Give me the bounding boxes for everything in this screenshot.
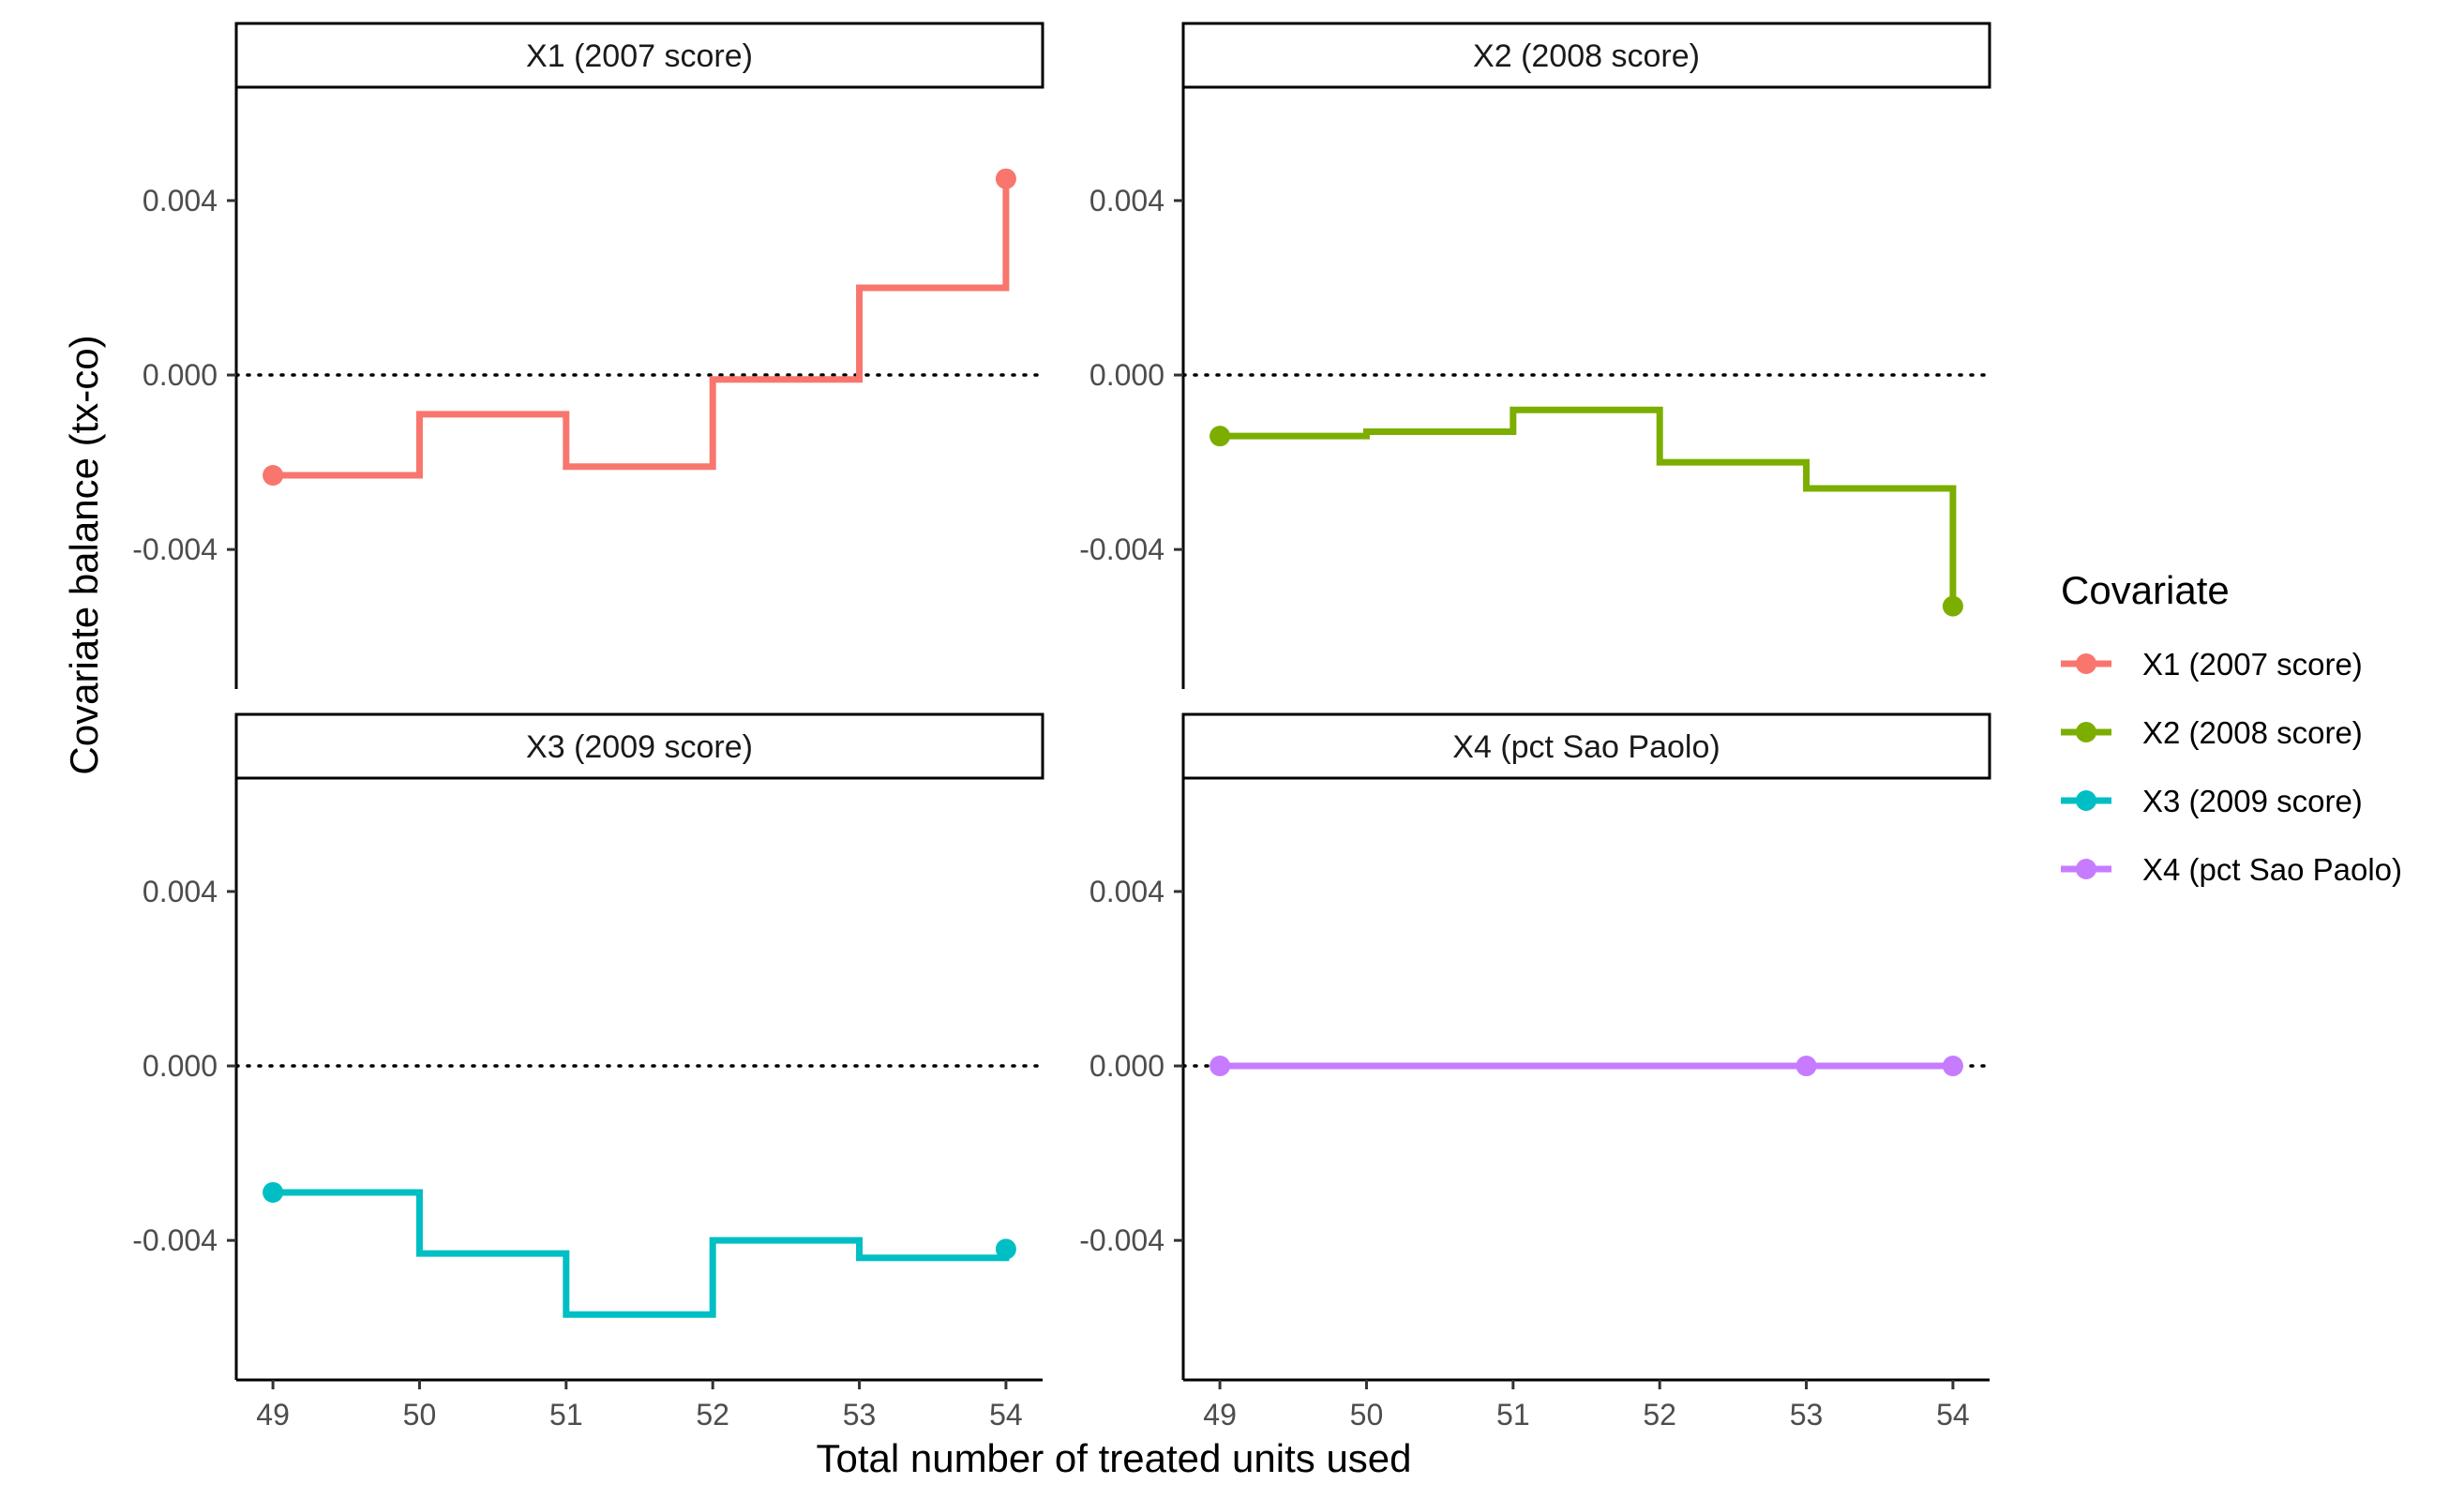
y-tick-label: 0.000 (1089, 358, 1164, 392)
data-point-x2-54 (1942, 595, 1963, 617)
y-tick-label: 0.004 (1089, 184, 1164, 217)
x-tick-label: 51 (549, 1398, 583, 1432)
y-tick-label: -0.004 (1079, 1223, 1164, 1257)
strip-box-x1 (234, 22, 1044, 89)
data-point-x4-49 (1209, 1056, 1231, 1077)
strip-label-x3: X3 (2009 score) (526, 729, 753, 765)
y-tick-label: 0.004 (143, 184, 218, 217)
facet-panel-x3: X3 (2009 score) 0.004 0.000 -0.004 49 50 51 52 5… (132, 712, 1044, 1432)
x-tick-label: 54 (1936, 1398, 1970, 1432)
y-tick-label: 0.000 (143, 1049, 218, 1083)
facet-panel-x2: X2 (2008 score) 0.004 0.000 -0.004 (1079, 22, 1991, 689)
data-point-x1-49 (263, 465, 284, 487)
strip-box-x4 (1181, 712, 1991, 780)
facet-panel-x1: X1 (2007 score) 0.004 0.000 -0.004 (132, 22, 1044, 689)
strip-box-x2 (1181, 22, 1991, 89)
x-tick-label: 49 (1203, 1398, 1237, 1432)
y-tick-label: 0.000 (143, 358, 218, 392)
x-tick-label: 49 (256, 1398, 290, 1432)
facet-panel-x4: X4 (pct Sao Paolo) 0.004 0.000 -0.004 49 50 51… (1079, 712, 1991, 1432)
data-point-x4-54 (1942, 1056, 1963, 1077)
data-point-x3-54 (995, 1238, 1016, 1260)
strip-box-x3 (234, 712, 1044, 780)
strip-label-x2: X2 (2008 score) (1473, 38, 1700, 74)
legend-key-point-x3 (2076, 790, 2096, 811)
y-tick-label: 0.000 (1089, 1049, 1164, 1083)
x-tick-label: 50 (403, 1398, 437, 1432)
x-tick-label: 53 (1790, 1398, 1824, 1432)
strip-label-x1: X1 (2007 score) (526, 38, 753, 74)
series-line-x2 (1220, 406, 1957, 607)
legend-label-x1: X1 (2007 score) (2142, 647, 2363, 682)
y-tick-label: 0.004 (143, 875, 218, 908)
data-point-x3-49 (263, 1181, 284, 1203)
legend-label-x4: X4 (pct Sao Paolo) (2142, 852, 2402, 887)
y-tick-label: -0.004 (1079, 532, 1164, 566)
x-tick-label: 54 (989, 1398, 1023, 1432)
data-point-x1-54 (995, 168, 1016, 189)
legend-key-point-x2 (2076, 722, 2096, 742)
x-tick-label: 50 (1350, 1398, 1384, 1432)
data-point-x4-53 (1795, 1056, 1817, 1077)
legend-label-x3: X3 (2009 score) (2142, 784, 2363, 818)
y-tick-label: 0.004 (1089, 875, 1164, 908)
strip-label-x4: X4 (pct Sao Paolo) (1452, 729, 1720, 765)
legend-key-point-x4 (2076, 859, 2096, 879)
legend-key-point-x1 (2076, 653, 2096, 674)
x-tick-label: 52 (1643, 1398, 1676, 1432)
y-tick-label: -0.004 (132, 1223, 218, 1257)
y-axis-title: Covariate balance (tx-co) (62, 335, 106, 774)
legend: Covariate X1 (2007 score) X2 (2008 score) X… (2061, 568, 2402, 887)
y-tick-label: -0.004 (132, 532, 218, 566)
series-line-x3 (273, 1189, 1010, 1318)
x-axis-title: Total number of treated units used (816, 1436, 1411, 1480)
x-tick-label: 51 (1496, 1398, 1530, 1432)
legend-title: Covariate (2061, 568, 2230, 612)
series-line-x1 (273, 178, 1010, 479)
x-tick-label: 53 (843, 1398, 877, 1432)
legend-label-x2: X2 (2008 score) (2142, 715, 2363, 750)
x-tick-label: 52 (696, 1398, 729, 1432)
data-point-x2-49 (1209, 426, 1231, 447)
